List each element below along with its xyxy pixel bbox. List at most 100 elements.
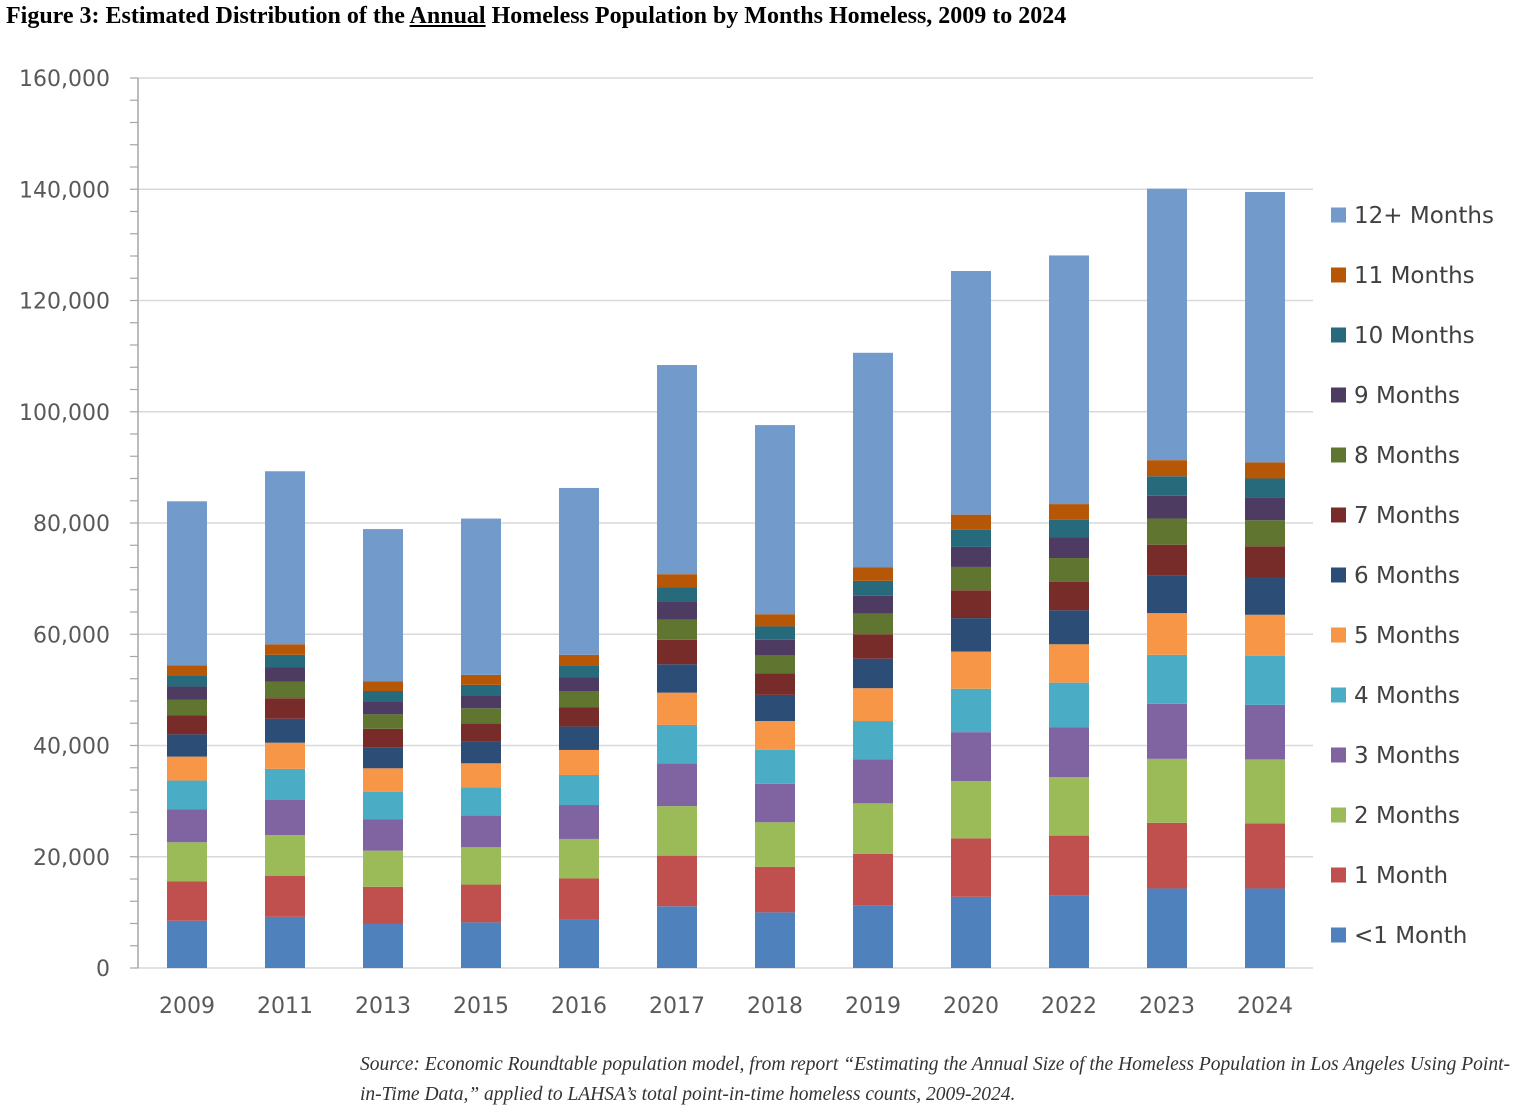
bar-segment (363, 714, 403, 729)
bar-segment (657, 601, 697, 620)
gridlines (138, 77, 1313, 969)
bar-segment (1147, 460, 1187, 477)
legend-item: 9 Months (1331, 383, 1460, 409)
bar-segment (265, 471, 305, 645)
bar-segment (265, 667, 305, 682)
bar-segment (461, 695, 501, 709)
bar-segment (853, 803, 893, 854)
legend-swatch (1331, 207, 1346, 223)
bar-segment (167, 699, 207, 716)
bar-segment (363, 886, 403, 924)
bar-segment (559, 690, 599, 708)
bar-segment (167, 675, 207, 687)
legend-item: 10 Months (1331, 323, 1475, 349)
bar-segment (755, 614, 795, 627)
bar-segment (1049, 537, 1089, 559)
bar-segment (1049, 727, 1089, 778)
bar-segment (167, 881, 207, 921)
bar-segment (363, 690, 403, 702)
bar-stack-2024 (1245, 192, 1285, 968)
x-tick-label: 2023 (1139, 994, 1195, 1019)
bar-segment (951, 896, 991, 968)
bar-segment (853, 853, 893, 906)
bar-segment (1147, 518, 1187, 545)
bar-segment (657, 763, 697, 807)
bar-segment (657, 855, 697, 907)
legend-swatch (1331, 387, 1346, 403)
bar-segment (1245, 462, 1285, 479)
bar-segment (853, 567, 893, 581)
bar-stack-2015 (461, 518, 501, 968)
bar-stack-2013 (363, 529, 403, 968)
bar-segment (265, 875, 305, 917)
legend-label: 3 Months (1354, 743, 1460, 769)
bar-segment (167, 920, 207, 968)
bar-segment (755, 912, 795, 968)
bar-segment (853, 352, 893, 568)
bar-segment (1245, 497, 1285, 521)
bar-segment (755, 721, 795, 750)
legend-swatch (1331, 447, 1346, 463)
bar-segment (363, 923, 403, 968)
legend-swatch (1331, 507, 1346, 523)
bar-segment (951, 732, 991, 782)
bar-segment (559, 677, 599, 691)
y-axis: 0 20,000 40,000 60,000 80,000 100,000 120,000 1… (19, 67, 139, 982)
bar-segment (167, 665, 207, 676)
bar-segment (657, 639, 697, 665)
bar-segment (363, 728, 403, 748)
legend-swatch (1331, 867, 1346, 883)
bar-stack-2016 (559, 487, 599, 968)
bar-segment (461, 708, 501, 724)
bar-segment (853, 688, 893, 722)
bar-stack-2018 (755, 425, 795, 968)
bar-segment (363, 819, 403, 851)
bar-segment (657, 724, 697, 764)
bar-segment (1049, 682, 1089, 728)
bar-segment (1049, 610, 1089, 645)
bar-segment (755, 749, 795, 784)
bar-segment (1147, 495, 1187, 519)
legend-label: 9 Months (1354, 383, 1460, 409)
legend-item: 4 Months (1331, 683, 1460, 709)
bar-segment (559, 665, 599, 678)
legend-label: 7 Months (1354, 503, 1460, 529)
bar-segment (1245, 614, 1285, 656)
bar-segment (167, 780, 207, 810)
bar-segment (951, 838, 991, 897)
bar-segment (951, 618, 991, 652)
x-tick-label: 2017 (649, 994, 705, 1019)
bar-segment (265, 800, 305, 836)
legend-item: 3 Months (1331, 743, 1460, 769)
x-tick-label: 2015 (453, 994, 509, 1019)
bar-segment (1245, 478, 1285, 498)
bar-segment (657, 906, 697, 968)
bar-segment (1245, 192, 1285, 463)
y-tick-label: 140,000 (19, 178, 110, 203)
bar-segment (363, 850, 403, 887)
legend-label: 2 Months (1354, 803, 1460, 829)
bar-segment (559, 726, 599, 750)
x-tick-label: 2020 (943, 994, 999, 1019)
x-tick-label: 2013 (355, 994, 411, 1019)
bar-segment (559, 707, 599, 727)
x-tick-label: 2018 (747, 994, 803, 1019)
bar-segment (1147, 888, 1187, 968)
bar-stack-2019 (853, 352, 893, 968)
legend-swatch (1331, 267, 1346, 283)
bar-segment (755, 655, 795, 674)
x-tick-label: 2019 (845, 994, 901, 1019)
bar-segment (1245, 759, 1285, 824)
bar-segment (853, 613, 893, 635)
bar-segment (1049, 777, 1089, 836)
legend-item: 1 Month (1331, 863, 1448, 889)
bar-segment (167, 715, 207, 735)
bar-segment (853, 721, 893, 760)
legend-label: 1 Month (1354, 863, 1448, 889)
bar-segment (1147, 544, 1187, 576)
bar-segment (461, 741, 501, 764)
bar-segment (1245, 546, 1285, 578)
bar-segment (363, 701, 403, 715)
legend-label: 12+ Months (1354, 203, 1494, 229)
bar-segment (755, 783, 795, 823)
